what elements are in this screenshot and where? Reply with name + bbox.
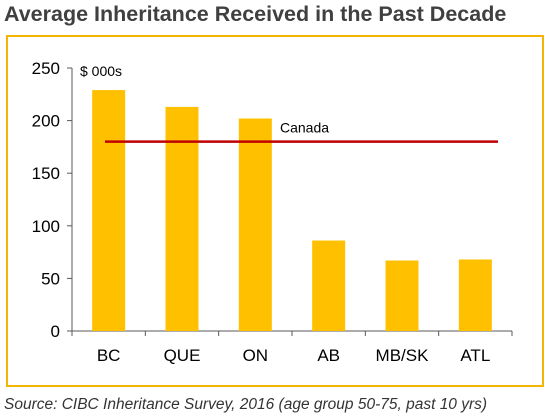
bar-on	[238, 118, 272, 331]
y-tick-label: 250	[32, 59, 60, 78]
y-tick-label: 50	[41, 269, 60, 288]
x-tick-label: QUE	[164, 346, 201, 365]
y-unit-label: $ 000s	[80, 63, 122, 79]
chart-title: Average Inheritance Received in the Past…	[4, 2, 507, 26]
source-note: Source: CIBC Inheritance Survey, 2016 (a…	[4, 396, 488, 413]
y-tick-label: 150	[32, 164, 60, 183]
y-tick-label: 200	[32, 112, 60, 131]
x-tick-label: AB	[317, 346, 340, 365]
x-tick-label: ATL	[460, 346, 490, 365]
y-tick-label: 0	[51, 322, 60, 341]
x-tick-label: MB/SK	[376, 346, 430, 365]
bar-que	[165, 106, 199, 331]
bar-bc	[92, 90, 126, 331]
bar-ab	[312, 240, 346, 331]
reference-line-label: Canada	[280, 120, 329, 136]
x-tick-label: BC	[97, 346, 121, 365]
bar-chart: 0 50 100 150 200 250 $ 000s BC QUE ON AB MB/SK ATL Ca…	[32, 59, 513, 365]
chart-frame	[6, 35, 544, 387]
bar-atl	[458, 259, 492, 331]
bar-mb-sk	[385, 260, 419, 331]
y-tick-label: 100	[32, 217, 60, 236]
x-tick-label: ON	[243, 346, 269, 365]
